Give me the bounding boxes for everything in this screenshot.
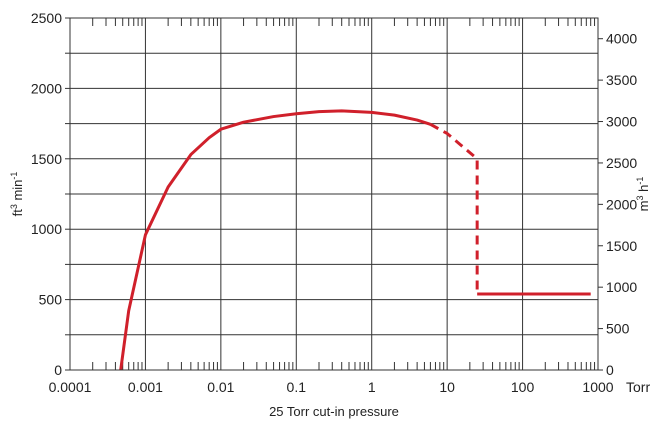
x-axis-title: 25 Torr cut-in pressure: [269, 404, 399, 419]
y-tick-label: 2500: [31, 10, 62, 26]
x-tick-label: 1000: [582, 379, 613, 395]
y-ticks: 0 500 1000 1500 2000 2500: [31, 10, 70, 378]
y2-tick-label: 2000: [606, 196, 637, 212]
y2-axis-title-base: m: [636, 201, 651, 212]
y-axis-title-mid: min: [10, 180, 25, 205]
y2-tick-label: 500: [606, 321, 630, 337]
data-series: [119, 109, 591, 371]
y-tick-label: 500: [39, 292, 63, 308]
y2-tick-label: 1500: [606, 238, 637, 254]
y2-tick-label: 3500: [606, 72, 637, 88]
y-axis-title-sup2: -1: [9, 172, 19, 180]
y2-axis-title-mid: h: [636, 185, 651, 196]
x-tick-label: 0.0001: [49, 379, 92, 395]
y2-tick-label: 4000: [606, 31, 637, 47]
y2-axis-title-sup2: -1: [635, 177, 645, 185]
y2-axis-title: m3 h-1: [635, 177, 651, 212]
x-tick-label: 0.1: [287, 379, 307, 395]
y2-axis-title-sup1: 3: [635, 196, 645, 201]
x-axis-unit: Torr: [626, 379, 650, 395]
x-tick-label: 0.001: [128, 379, 163, 395]
y2-tick-label: 3000: [606, 114, 637, 130]
series-line: [119, 109, 431, 371]
x-tick-label: 10: [439, 379, 455, 395]
y-tick-label: 1500: [31, 151, 62, 167]
grid-lines: [69, 17, 599, 371]
x-tick-label: 100: [511, 379, 535, 395]
y-axis-title-base: ft: [10, 209, 25, 217]
y-tick-label: 0: [54, 362, 62, 378]
y2-ticks: 0 500 1000 1500 2000 2500 3000 3500 4000: [598, 31, 637, 378]
y2-tick-label: 0: [606, 362, 614, 378]
plot-frame: [69, 17, 599, 371]
series-line-dashed: [429, 122, 479, 294]
y2-tick-label: 2500: [606, 155, 637, 171]
y2-tick-label: 1000: [606, 279, 637, 295]
y-tick-label: 2000: [31, 80, 62, 96]
y-axis-title-sup1: 3: [9, 204, 19, 209]
x-tick-label: 1: [368, 379, 376, 395]
y-axis-title: ft3 min-1: [9, 172, 25, 217]
y-tick-label: 1000: [31, 221, 62, 237]
x-tick-label: 0.01: [207, 379, 234, 395]
x-ticks: 0.0001 0.001 0.01 0.1 1 10 100 1000: [49, 18, 614, 395]
